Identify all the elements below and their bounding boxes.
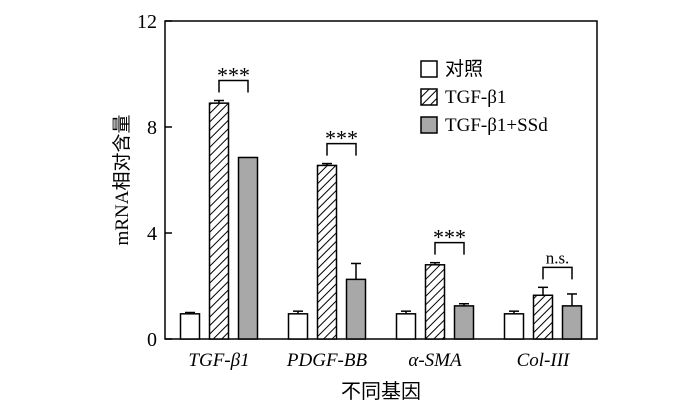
significance-bracket [434,241,465,255]
x-axis-label: 不同基因 [341,380,421,403]
significance-bracket [218,79,249,93]
category-label: Col-III [517,350,571,371]
bar [503,313,525,340]
bar [424,264,446,340]
significance-bracket [542,266,573,280]
significance-label: *** [433,225,466,250]
bar [561,305,583,340]
y-axis-label: mRNA相对含量 [111,115,133,246]
bar [316,164,338,340]
bar [395,313,417,340]
legend-swatch [420,88,438,106]
y-tick-label: 12 [137,11,157,33]
category-label: PDGF-BB [286,350,368,371]
y-tick-label: 4 [147,223,157,245]
legend-label: TGF-β1 [445,87,506,108]
bar [179,313,201,340]
bar [345,278,367,340]
bar [453,305,475,340]
category-label: α-SMA [408,350,462,371]
category-label: TGF-β1 [188,350,249,371]
significance-label: n.s. [546,248,570,267]
bar [532,294,554,340]
significance-label: *** [325,126,358,151]
y-tick-label: 8 [147,117,157,139]
legend-swatch [420,60,438,78]
plot-frame [164,20,598,340]
legend-swatch [420,116,438,134]
significance-bracket [326,142,357,156]
y-tick-label: 0 [147,329,157,351]
bar [237,156,259,340]
significance-label: *** [217,63,250,88]
bar [287,313,309,340]
bar [208,102,230,340]
legend-label: TGF-β1+SSd [445,115,548,136]
legend-label: 对照 [445,58,483,80]
